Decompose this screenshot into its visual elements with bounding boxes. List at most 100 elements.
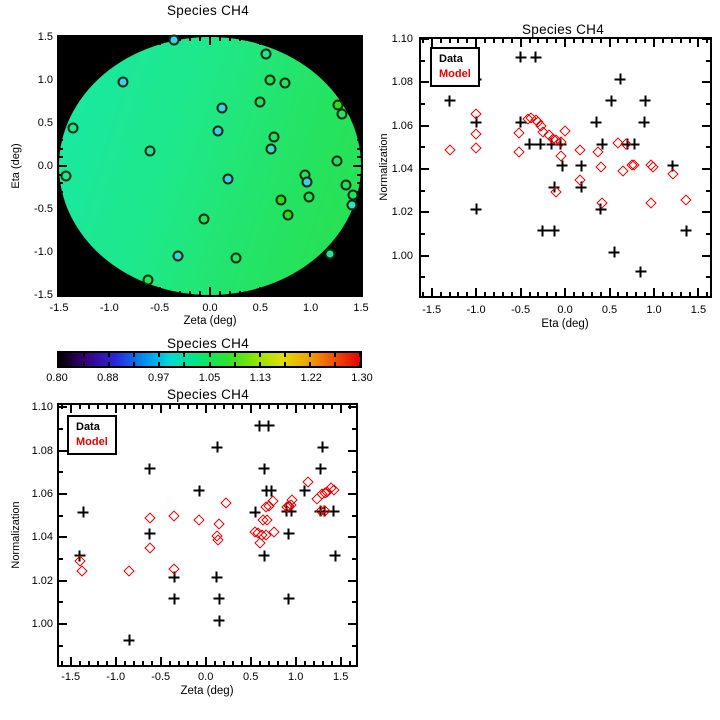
axis-tick — [421, 59, 425, 62]
map-source-marker — [117, 76, 129, 88]
map-xaxis-label: Zeta (deg) — [183, 315, 237, 327]
axis-tick — [59, 44, 63, 47]
axis-tick — [59, 182, 63, 185]
axis-tick — [269, 291, 272, 295]
axis-tick — [279, 37, 282, 41]
model-point-marker — [443, 143, 456, 156]
map-source-marker — [230, 252, 242, 264]
axis-tick — [339, 405, 342, 413]
y-tick-label: -0.5 — [34, 203, 53, 215]
axis-tick — [608, 288, 611, 296]
colorbar-tick-label: 1.05 — [198, 372, 221, 384]
data-point-marker — [595, 203, 607, 215]
axis-tick — [294, 405, 297, 413]
map-circle-field — [59, 37, 361, 295]
y-tick-label: 1.00 — [31, 617, 53, 630]
axis-tick — [348, 579, 356, 582]
axis-tick — [204, 657, 207, 665]
data-point-marker — [575, 160, 587, 172]
axis-tick — [352, 427, 356, 430]
axis-tick — [68, 37, 71, 41]
axis-tick — [357, 242, 361, 245]
data-point-marker — [680, 225, 692, 237]
y-tick-label: 0.0 — [37, 160, 53, 172]
axis-tick — [339, 657, 342, 665]
data-point-marker — [444, 95, 455, 107]
axis-tick — [58, 287, 60, 295]
axis-tick — [229, 37, 232, 41]
axis-tick — [353, 79, 361, 81]
axis-tick — [141, 661, 144, 665]
axis-tick — [312, 661, 315, 665]
colorbar-tick-label: 1.22 — [300, 372, 322, 384]
axis-tick — [466, 292, 469, 296]
axis-tick — [141, 405, 144, 409]
axis-tick — [87, 661, 90, 665]
eta-legend: Data Model — [430, 47, 480, 87]
axis-tick — [466, 39, 469, 43]
axis-tick — [59, 225, 63, 228]
axis-tick — [360, 37, 362, 45]
colorbar-tick-label: 1.30 — [351, 372, 373, 384]
axis-tick — [303, 405, 306, 409]
axis-tick — [59, 165, 67, 167]
axis-tick — [249, 37, 252, 41]
axis-tick — [59, 122, 67, 124]
axis-tick — [581, 292, 584, 296]
axis-tick — [59, 139, 63, 142]
axis-tick — [259, 37, 262, 45]
axis-tick — [222, 661, 225, 665]
data-point-marker — [168, 593, 180, 605]
axis-tick — [421, 211, 429, 214]
colorbar-tick-label: 0.97 — [147, 372, 170, 384]
map-source-marker — [212, 125, 224, 137]
axis-tick — [240, 405, 243, 409]
map-source-marker — [340, 179, 352, 191]
colorbar-tick — [83, 353, 86, 357]
axis-tick — [178, 37, 181, 41]
x-tick-label: 0.0 — [557, 304, 573, 316]
axis-tick — [706, 276, 710, 279]
data-point-marker — [515, 116, 527, 128]
colorbar-tick — [58, 353, 60, 357]
axis-tick — [348, 661, 351, 665]
data-point-marker — [319, 505, 330, 517]
axis-tick — [309, 287, 312, 295]
axis-tick — [608, 39, 611, 47]
axis-tick — [357, 259, 361, 262]
model-point-marker — [513, 146, 525, 158]
axis-tick — [249, 657, 252, 665]
axis-tick — [168, 661, 171, 665]
axis-tick — [118, 37, 121, 41]
axis-tick — [348, 492, 356, 495]
axis-tick — [599, 292, 602, 296]
axis-tick — [421, 103, 425, 105]
axis-tick — [555, 39, 558, 43]
x-tick-label: 1.5 — [333, 671, 349, 683]
colorbar-tick — [158, 362, 161, 366]
axis-tick — [177, 405, 180, 409]
data-point-marker — [575, 181, 587, 193]
axis-tick — [158, 287, 161, 295]
axis-tick — [186, 661, 189, 665]
zeta-xaxis-label: Zeta (deg) — [180, 685, 234, 697]
axis-tick — [299, 37, 302, 41]
y-tick-label: 1.10 — [31, 401, 53, 414]
map-source-marker — [172, 250, 184, 262]
axis-tick — [138, 291, 141, 295]
x-tick-label: -1.5 — [49, 302, 69, 314]
axis-tick — [357, 61, 361, 64]
axis-tick — [635, 39, 638, 43]
axis-tick — [457, 39, 460, 43]
x-tick-label: 0.5 — [601, 304, 618, 316]
axis-tick — [98, 291, 101, 295]
map-source-marker — [142, 274, 154, 286]
axis-tick — [357, 104, 361, 107]
colorbar-tick — [108, 362, 111, 366]
axis-tick — [321, 661, 324, 665]
colorbar-tick-label: 0.88 — [97, 372, 119, 384]
axis-tick — [492, 39, 495, 43]
axis-tick — [303, 661, 306, 665]
axis-tick — [319, 37, 322, 41]
